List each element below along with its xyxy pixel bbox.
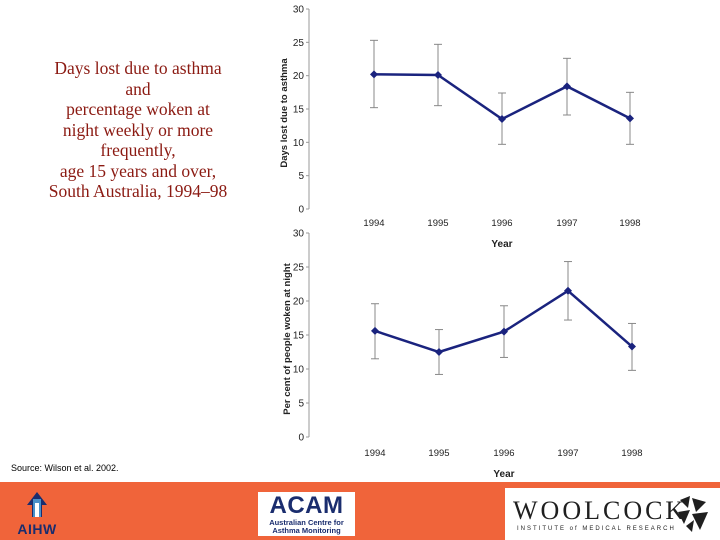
data-point — [370, 70, 378, 79]
x-axis-label: Year — [491, 239, 512, 250]
y-axis-label: Per cent of people woken at night — [282, 262, 293, 414]
y-tick-label: 20 — [293, 71, 305, 82]
data-point — [434, 71, 442, 79]
data-point — [563, 82, 571, 91]
x-tick-label: 1994 — [363, 218, 384, 229]
data-point — [628, 342, 636, 351]
acam-subtitle-line: Asthma Monitoring — [272, 526, 341, 535]
title-line: percentage woken at — [66, 99, 210, 119]
title-line: South Australia, 1994–98 — [48, 181, 228, 201]
title-line: and — [125, 78, 151, 99]
x-tick-label: 1996 — [493, 448, 514, 459]
chart-title: Days lost due to asthma and percentage w… — [18, 58, 258, 202]
data-point — [500, 327, 508, 336]
woolcock-emblem-icon — [678, 496, 708, 532]
woolcock-text: WOOLCOCK — [513, 496, 688, 525]
woolcock-logo: WOOLCOCK INSTITUTE of MEDICAL RESEARCH — [505, 488, 720, 540]
acam-subtitle: Australian Centre for Asthma Monitoring — [259, 519, 354, 535]
source-note: Source: Wilson et al. 2002. — [11, 463, 119, 473]
x-tick-label: 1996 — [491, 218, 512, 229]
y-tick-label: 0 — [298, 433, 304, 444]
y-tick-label: 10 — [293, 138, 305, 149]
x-tick-label: 1995 — [427, 218, 448, 229]
acam-logo: ACAM Australian Centre for Asthma Monito… — [258, 492, 355, 536]
title-line: age 15 years and over, — [59, 160, 217, 181]
charts-canvas: 0 5 10 15 20 25 30 Days lost due to asthma 1994 1… — [279, 5, 643, 481]
y-tick-label: 5 — [298, 171, 304, 182]
data-point — [498, 115, 506, 123]
x-tick-label: 1995 — [428, 448, 449, 459]
title-line: night weekly or more — [62, 119, 214, 140]
acam-subtitle-line: Australian Centre for — [269, 518, 344, 527]
x-tick-label: 1997 — [557, 448, 578, 459]
x-axis-label: Year — [493, 469, 514, 480]
data-point — [626, 114, 634, 123]
title-line: Days lost due to asthma — [54, 58, 222, 78]
aihw-text: AIHW — [17, 521, 57, 537]
aihw-emblem-icon — [27, 492, 47, 517]
y-tick-label: 10 — [293, 365, 305, 376]
acam-text: ACAM — [269, 492, 344, 519]
y-tick-label: 15 — [293, 105, 305, 116]
x-tick-label: 1998 — [621, 448, 642, 459]
x-tick-label: 1998 — [619, 218, 640, 229]
x-tick-label: 1994 — [364, 448, 385, 459]
title-line: frequently, — [100, 140, 176, 160]
y-tick-label: 30 — [293, 5, 305, 16]
y-tick-label: 25 — [293, 38, 305, 49]
y-tick-label: 25 — [293, 263, 305, 274]
y-tick-label: 30 — [293, 229, 305, 240]
y-tick-label: 0 — [298, 205, 304, 216]
data-point — [564, 286, 572, 295]
data-point — [435, 348, 443, 356]
aihw-logo: AIHW — [10, 489, 64, 537]
footer-bar: AIHW ACAM Australian Centre for Asthma M… — [0, 482, 720, 540]
woolcock-subtitle: INSTITUTE of MEDICAL RESEARCH — [517, 526, 676, 532]
y-tick-label: 5 — [298, 399, 304, 410]
x-tick-label: 1997 — [556, 218, 577, 229]
data-point — [371, 326, 379, 335]
y-tick-label: 20 — [293, 297, 305, 308]
y-axis-label: Days lost due to asthma — [279, 58, 290, 168]
y-tick-label: 15 — [293, 331, 305, 342]
